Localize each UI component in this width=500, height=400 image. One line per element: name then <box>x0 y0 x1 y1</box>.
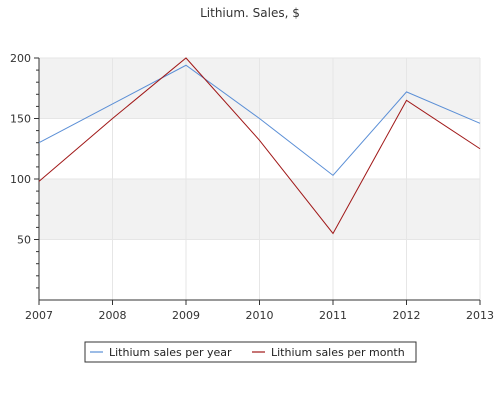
x-tick-label: 2007 <box>25 309 53 322</box>
legend-label-year: Lithium sales per year <box>109 346 232 359</box>
y-tick-label: 100 <box>10 173 31 186</box>
series-lines <box>38 57 481 235</box>
series-line-year <box>38 64 481 177</box>
x-tick-label: 2008 <box>99 309 127 322</box>
x-tick-label: 2009 <box>172 309 200 322</box>
y-tick-label: 50 <box>17 234 31 247</box>
x-axis-ticks: 2007 2008 2009 2010 2011 2012 2013 <box>25 300 494 322</box>
x-tick-label: 2013 <box>466 309 494 322</box>
y-axis-ticks: 50 100 150 200 <box>10 52 39 289</box>
series-line-month <box>38 57 481 235</box>
y-tick-label: 150 <box>10 113 31 126</box>
chart-title: Lithium. Sales, $ <box>200 6 300 20</box>
legend-label-month: Lithium sales per month <box>271 346 405 359</box>
x-tick-label: 2010 <box>246 309 274 322</box>
legend: Lithium sales per year Lithium sales per… <box>84 341 417 363</box>
legend-box <box>84 341 417 363</box>
grid-lines <box>39 57 481 300</box>
y-tick-label: 200 <box>10 52 31 65</box>
x-tick-label: 2012 <box>393 309 421 322</box>
x-tick-label: 2011 <box>319 309 347 322</box>
